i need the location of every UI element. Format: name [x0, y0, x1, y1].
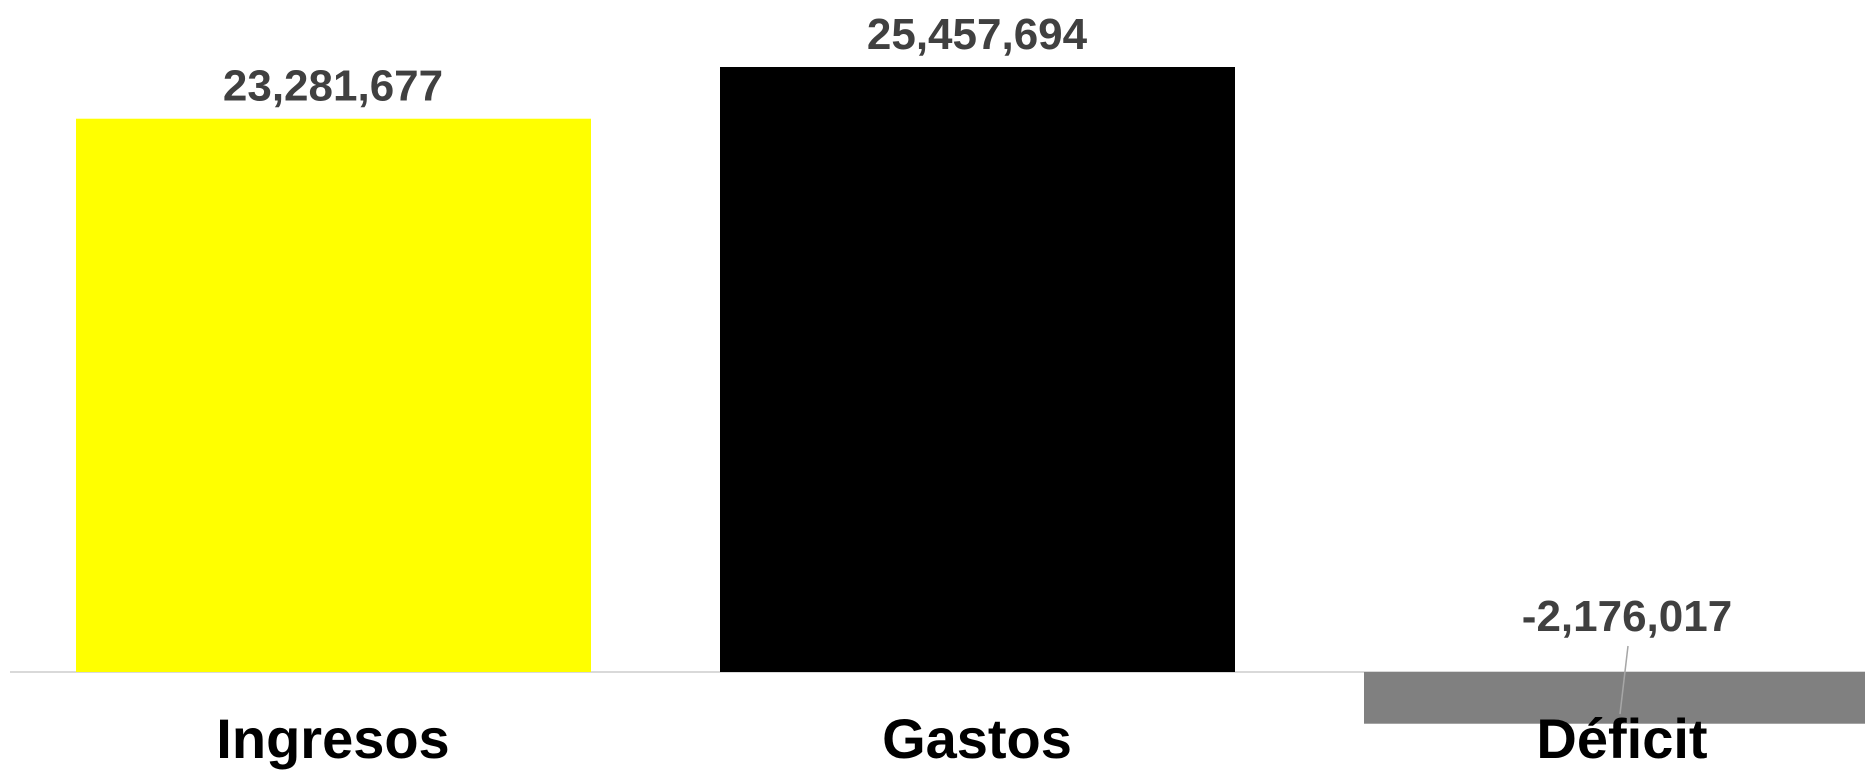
value-label-deficit: -2,176,017 [1522, 592, 1732, 641]
category-label-gastos: Gastos [882, 707, 1072, 770]
bars-group [76, 67, 1865, 724]
value-label-ingresos: 23,281,677 [223, 62, 443, 111]
leader-line-deficit [1619, 645, 1629, 715]
value-label-gastos: 25,457,694 [867, 10, 1088, 59]
bar-ingresos [76, 118, 591, 672]
value-labels-group: 23,281,677 25,457,694 -2,176,017 [223, 10, 1732, 641]
leader-lines-group [1619, 645, 1629, 715]
category-label-deficit: Déficit [1536, 707, 1707, 770]
category-label-ingresos: Ingresos [216, 707, 449, 770]
category-labels-group: Ingresos Gastos Déficit [216, 707, 1707, 770]
bar-gastos [720, 67, 1235, 672]
bar-deficit [1364, 672, 1865, 724]
